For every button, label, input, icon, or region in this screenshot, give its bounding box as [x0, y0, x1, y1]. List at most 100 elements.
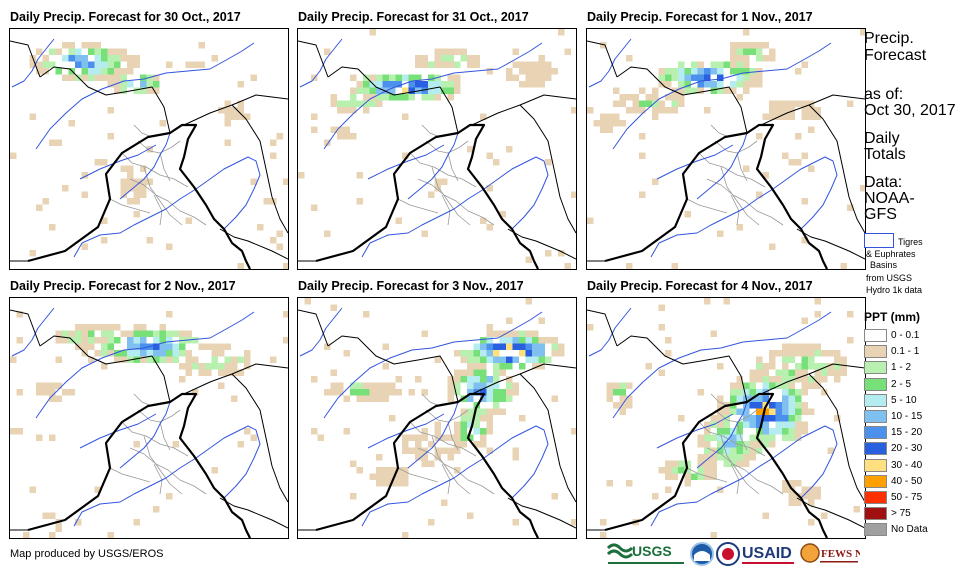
province-boundary — [421, 393, 441, 407]
province-boundary — [409, 421, 477, 457]
legend-label: 5 - 10 — [891, 394, 917, 406]
basin-boundary — [299, 38, 343, 88]
province-boundary — [720, 166, 760, 226]
province-boundary — [447, 421, 459, 451]
basin-boundary — [73, 156, 261, 258]
province-boundary — [153, 463, 163, 495]
country-boundary — [231, 104, 288, 234]
basin-boundary — [35, 42, 255, 150]
iraq-boundary — [27, 123, 251, 269]
map-panel-1 — [9, 28, 289, 270]
province-boundary — [121, 421, 189, 457]
daily-label: Daily — [864, 130, 900, 147]
province-boundary — [397, 467, 439, 483]
data-label: Data: — [864, 174, 903, 191]
legend-swatch — [864, 507, 887, 521]
noaa-logo — [690, 542, 714, 566]
province-boundary — [441, 463, 451, 495]
map-svg — [10, 307, 288, 538]
legend-swatch — [864, 458, 887, 472]
map-svg — [298, 29, 576, 269]
province-boundary — [153, 194, 163, 226]
province-boundary — [133, 124, 153, 138]
province-boundary — [720, 435, 760, 495]
panel-title-1: Daily Precip. Forecast for 30 Oct., 2017 — [10, 10, 241, 24]
province-boundary — [447, 152, 459, 182]
country-boundary — [587, 40, 618, 78]
panel-title-4: Daily Precip. Forecast for 2 Nov., 2017 — [10, 279, 236, 293]
province-boundary — [431, 435, 471, 495]
province-boundary — [421, 124, 441, 138]
legend-label: 0 - 0.1 — [891, 330, 920, 341]
svg-text:USGS: USGS — [632, 543, 672, 559]
precip-grid — [10, 42, 288, 269]
country-boundary — [519, 104, 576, 234]
basin-text-4: from USGS — [866, 273, 913, 283]
basin-boundary — [79, 144, 157, 180]
legend-swatch — [864, 523, 887, 537]
basin-text-3: Basins — [870, 260, 898, 270]
asof-label: as of: — [864, 86, 904, 103]
data-source-1: NOAA- — [864, 190, 915, 207]
country-boundary — [39, 335, 171, 403]
country-boundary — [616, 66, 748, 134]
province-boundary — [730, 194, 740, 226]
legend-swatch — [864, 329, 887, 342]
legend-swatch — [864, 426, 887, 440]
basin-boundary — [367, 413, 445, 449]
iraq-boundary — [27, 392, 251, 538]
precip-grid — [587, 298, 860, 538]
legend-swatch — [864, 345, 887, 359]
iraq-boundary — [604, 392, 828, 538]
legend-swatch — [864, 442, 887, 456]
province-boundary — [129, 447, 207, 495]
asof-date: Oct 30, 2017 — [864, 102, 956, 119]
sidebar-title-1: Precip. — [864, 30, 914, 47]
basin-swatch — [864, 233, 894, 248]
province-boundary — [109, 198, 151, 214]
map-panel-2 — [297, 28, 577, 270]
legend-swatch — [864, 377, 887, 391]
basin-boundary — [73, 425, 261, 527]
precip-grid — [304, 298, 576, 538]
province-boundary — [736, 421, 748, 451]
country-boundary — [39, 66, 171, 134]
province-boundary — [686, 467, 728, 483]
province-boundary — [409, 152, 477, 188]
country-boundary — [298, 309, 329, 347]
province-boundary — [686, 198, 728, 214]
country-boundary — [507, 228, 576, 260]
basin-boundary — [299, 307, 343, 357]
country-boundary — [231, 373, 288, 503]
basin-text-5: Hydro 1k data — [866, 285, 923, 295]
country-boundary — [298, 40, 329, 78]
legend-label: 30 - 40 — [891, 459, 923, 471]
basin-boundary — [119, 132, 171, 200]
fews-net-logo: FEWS NET — [800, 543, 860, 563]
usgs-logo: USGS — [606, 543, 684, 564]
iraq-boundary — [315, 392, 539, 538]
legend-label: 20 - 30 — [891, 443, 923, 455]
province-boundary — [159, 152, 171, 182]
legend-swatch — [864, 393, 887, 407]
country-boundary — [587, 309, 618, 347]
legend-swatch — [864, 410, 887, 423]
province-boundary — [417, 178, 495, 226]
basin-boundary — [361, 425, 549, 527]
map-credit: Map produced by USGS/EROS — [10, 548, 164, 560]
precip-grid — [587, 29, 865, 269]
svg-text:FEWS NET: FEWS NET — [821, 548, 860, 560]
map-panel-3 — [586, 28, 866, 270]
map-svg — [298, 298, 576, 538]
basin-boundary — [612, 42, 832, 150]
country-boundary — [219, 228, 288, 260]
basin-boundary — [656, 413, 734, 449]
basin-boundary — [407, 401, 459, 469]
legend-label: 40 - 50 — [891, 475, 923, 487]
country-boundary — [796, 497, 865, 529]
legend-swatch — [864, 361, 887, 375]
country-boundary — [808, 373, 865, 503]
map-panel-4 — [9, 297, 289, 539]
province-boundary — [710, 124, 730, 138]
basin-boundary — [650, 156, 838, 258]
